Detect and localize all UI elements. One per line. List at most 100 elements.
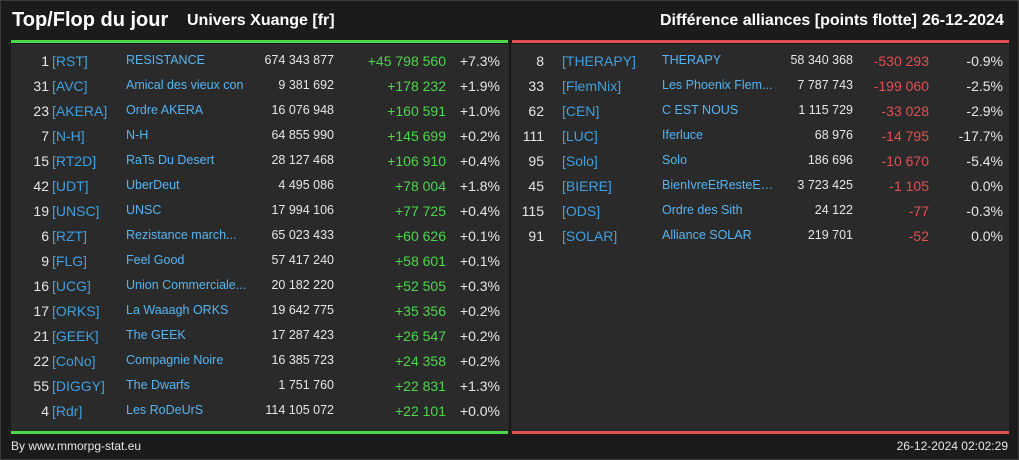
alliance-tag[interactable]: [UNSC] [52,203,100,219]
alliance-tag[interactable]: [UCG] [52,278,91,294]
alliance-row: 22 [CoNo] Compagnie Noire 16 385 723 +24 358… [11,349,509,374]
alliance-name[interactable]: Compagnie Noire [126,353,224,367]
alliance-name[interactable]: Rezistance march... [126,228,237,242]
alliance-name[interactable]: Les RoDeUrS [126,403,204,417]
alliance-pct: -0.9% [966,53,1003,69]
alliance-pct: +0.1% [459,228,500,244]
alliance-diff: +58 601 [395,253,446,269]
alliance-points: 17 994 106 [271,203,334,217]
alliance-rank: 15 [33,153,49,169]
alliance-tag[interactable]: [FLG] [52,253,88,269]
alliance-tag[interactable]: [ORKS] [52,303,100,319]
alliance-tag[interactable]: [AKERA] [52,103,108,119]
alliance-points: 114 105 072 [265,403,334,417]
alliance-tag[interactable]: [DIGGY] [52,378,105,394]
alliance-points: 58 340 368 [790,53,853,67]
alliance-pct: +1.3% [459,378,500,394]
alliance-name[interactable]: The GEEK [126,328,186,342]
alliance-rank: 33 [528,78,544,94]
alliance-row: 23 [AKERA] Ordre AKERA 16 076 948 +160 591 +1… [11,99,509,124]
alliance-diff: +160 591 [387,103,446,119]
universe-subtitle: Univers Xuange [fr] [187,12,335,29]
alliance-pct: +1.9% [459,78,500,94]
alliance-rank: 8 [536,53,544,69]
alliance-points: 19 642 775 [271,303,334,317]
source-link[interactable]: By www.mmorpg-stat.eu [11,439,142,453]
alliance-pct: +0.2% [459,328,500,344]
alliance-points: 219 701 [807,228,853,242]
alliance-tag[interactable]: [LUC] [562,128,598,144]
alliance-name[interactable]: Union Commerciale... [126,278,247,292]
alliance-diff: +45 798 560 [367,53,446,69]
alliance-pct: +0.1% [459,253,500,269]
alliance-rank: 55 [33,378,49,394]
alliance-row: 33 [FlemNix] Les Phoenix Flem... 7 787 743 -… [511,74,1009,99]
alliance-rank: 91 [528,228,544,244]
alliance-name[interactable]: UNSC [126,203,162,217]
alliance-tag[interactable]: [RST] [52,53,88,69]
alliance-pct: +0.2% [459,353,500,369]
alliance-row: 21 [GEEK] The GEEK 17 287 423 +26 547 +0.2% [11,324,509,349]
alliance-name[interactable]: RaTs Du Desert [126,153,215,167]
alliance-name[interactable]: Ordre AKERA [126,103,204,117]
alliance-tag[interactable]: [AVC] [52,78,88,94]
alliance-name[interactable]: THERAPY [662,53,722,67]
alliance-rank: 7 [41,128,49,144]
alliance-diff: +52 505 [395,278,446,294]
alliance-diff: +60 626 [395,228,446,244]
alliance-tag[interactable]: [FlemNix] [562,78,622,94]
alliance-name[interactable]: Ordre des Sith [662,203,743,217]
alliance-tag[interactable]: [N-H] [52,128,85,144]
alliance-pct: +0.4% [459,153,500,169]
top-line-top [11,40,508,43]
alliance-diff: +106 910 [387,153,446,169]
alliance-name[interactable]: Solo [662,153,688,167]
ranking-title: Différence alliances [points flotte] [660,12,917,29]
alliance-row: 45 [BIERE] BienIvreEtResteEC... 3 723 425 -1… [511,174,1009,199]
alliance-tag[interactable]: [ODS] [562,203,601,219]
alliance-name[interactable]: Alliance SOLAR [662,228,752,242]
alliance-row: 6 [RZT] Rezistance march... 65 023 433 +60 6… [11,224,509,249]
alliance-tag[interactable]: [BIERE] [562,178,612,194]
alliance-points: 28 127 468 [271,153,334,167]
alliance-name[interactable]: UberDeut [126,178,180,192]
alliance-diff: -1 105 [889,178,929,194]
alliance-tag[interactable]: [THERAPY] [562,53,636,69]
alliance-name[interactable]: BienIvreEtResteEC... [662,178,774,192]
alliance-pct: -17.7% [958,128,1003,144]
alliance-rank: 23 [33,103,49,119]
alliance-name[interactable]: N-H [126,128,149,142]
alliance-name[interactable]: La Waaagh ORKS [126,303,229,317]
alliance-tag[interactable]: [Rdr] [52,403,83,419]
alliance-tag[interactable]: [RT2D] [52,153,97,169]
alliance-row: 15 [RT2D] RaTs Du Desert 28 127 468 +106 910… [11,149,509,174]
alliance-diff: -77 [908,203,929,219]
flop-panel: 8 [THERAPY] THERAPY 58 340 368 -530 293 -0.9%… [511,44,1009,432]
alliance-rank: 62 [528,103,544,119]
alliance-name[interactable]: The Dwarfs [126,378,190,392]
alliance-tag[interactable]: [SOLAR] [562,228,618,244]
alliance-name[interactable]: C EST NOUS [662,103,739,117]
alliance-tag[interactable]: [UDT] [52,178,89,194]
alliance-diff: -52 [908,228,929,244]
alliance-tag[interactable]: [CEN] [562,103,600,119]
alliance-tag[interactable]: [CoNo] [52,353,96,369]
alliance-diff: +77 725 [395,203,446,219]
alliance-pct: +0.4% [459,203,500,219]
alliance-pct: +7.3% [459,53,500,69]
alliance-diff: +178 232 [387,78,446,94]
alliance-tag[interactable]: [GEEK] [52,328,99,344]
alliance-name[interactable]: Amical des vieux con [126,78,244,92]
alliance-tag[interactable]: [Solo] [562,153,598,169]
alliance-row: 4 [Rdr] Les RoDeUrS 114 105 072 +22 101 +0.0% [11,399,509,424]
alliance-row: 31 [AVC] Amical des vieux con 9 381 692 +178… [11,74,509,99]
alliance-points: 674 343 877 [264,53,334,67]
alliance-name[interactable]: RESISTANCE [126,53,205,67]
alliance-name[interactable]: Feel Good [126,253,185,267]
alliance-pct: 0.0% [971,228,1003,244]
alliance-row: 16 [UCG] Union Commerciale... 20 182 220 +52… [11,274,509,299]
alliance-tag[interactable]: [RZT] [52,228,87,244]
alliance-name[interactable]: Iferluce [662,128,703,142]
alliance-name[interactable]: Les Phoenix Flem... [662,78,773,92]
